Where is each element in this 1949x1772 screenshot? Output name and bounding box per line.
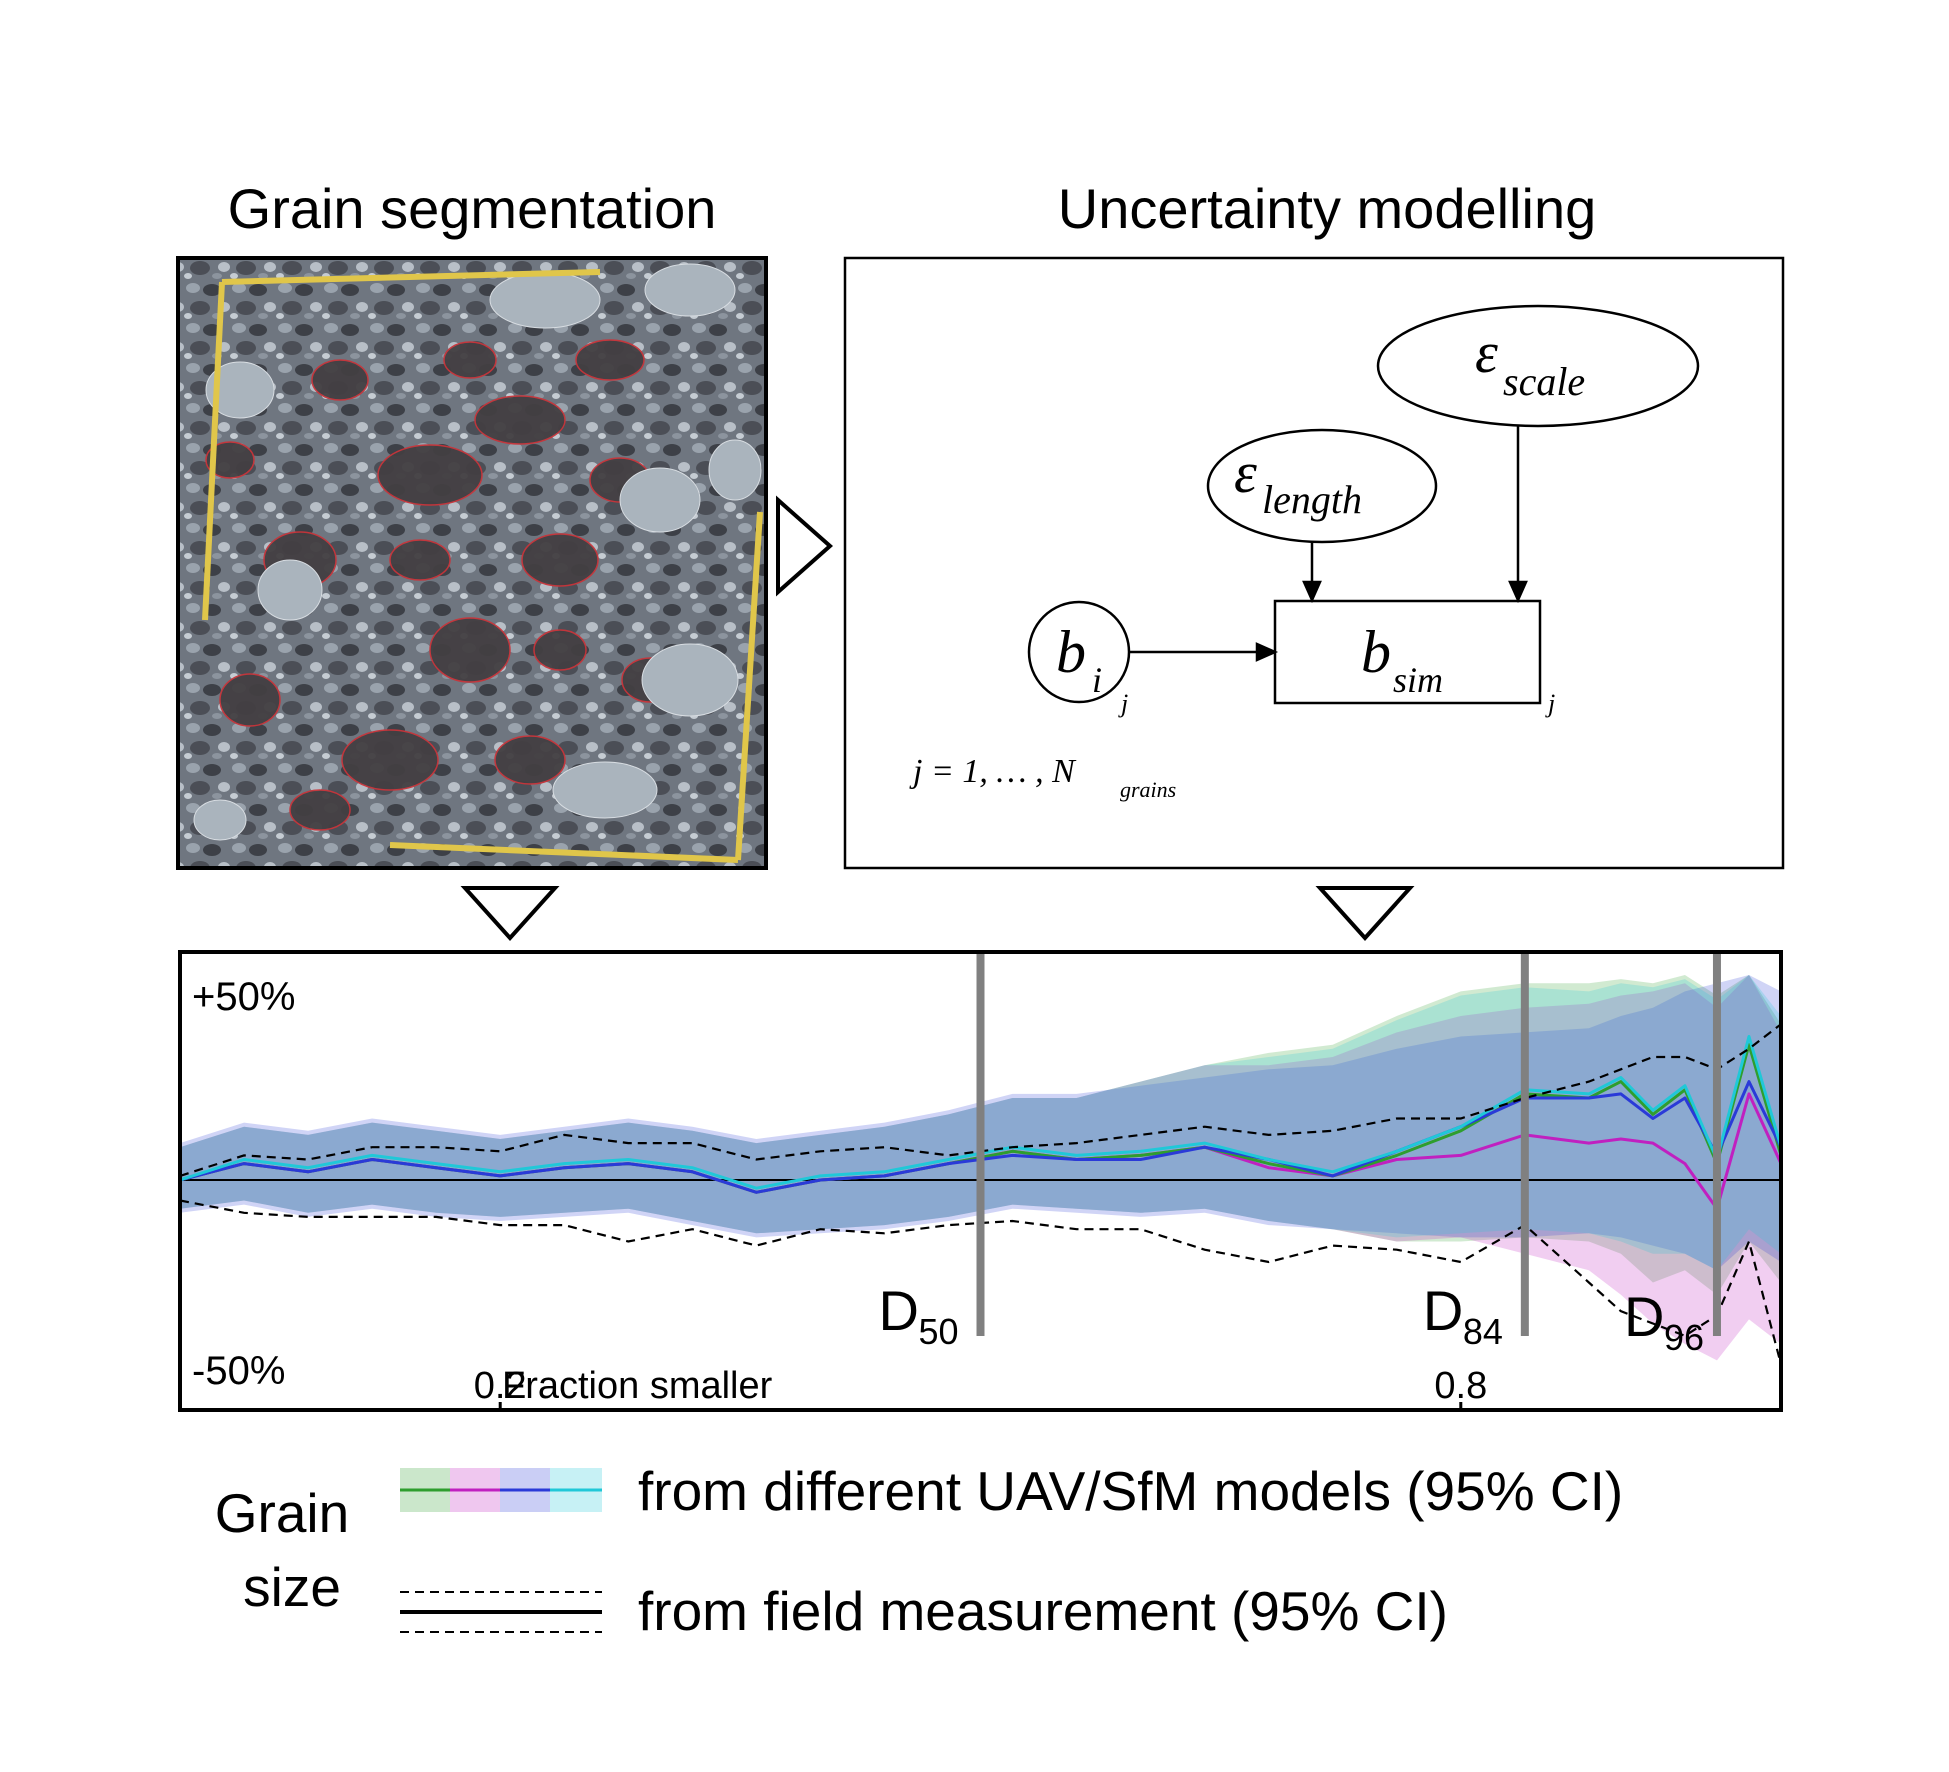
eps-length-symbol: ε <box>1234 440 1257 505</box>
series-lines <box>180 1023 1781 1365</box>
marker-sub-d84: 84 <box>1463 1311 1503 1352</box>
error-chart: D 50 D 84 D 96 +50% -50% Fraction smaller 0.2… <box>178 950 1783 1412</box>
legend-uav-swatch <box>400 1468 602 1512</box>
segmented-dark-grains <box>205 339 679 831</box>
marker-sub-d50: 50 <box>919 1311 959 1352</box>
x-axis-title: Fraction smaller <box>502 1365 773 1407</box>
chart-frame <box>178 950 1783 1412</box>
b-i-plate-index: j <box>1118 689 1128 718</box>
measuring-tapes <box>202 269 763 863</box>
series-line-3 <box>180 1080 1781 1194</box>
b-i-symbol: b <box>1056 619 1086 685</box>
field-lower-ci-line <box>180 1199 1781 1365</box>
marker-sub-d96: 96 <box>1664 1317 1704 1358</box>
eps-scale-subscript: scale <box>1503 359 1585 404</box>
quantile-markers: D 50 D 84 D 96 <box>879 952 1721 1358</box>
model-arrows <box>1129 426 1528 662</box>
light-cobbles <box>193 263 762 841</box>
graphical-model: ε scale ε length b i j b sim j j = 1, … … <box>909 304 1700 802</box>
down-flow-arrow-right <box>1315 886 1415 941</box>
legend-field-swatch <box>400 1591 602 1633</box>
eps-length-node <box>1206 428 1438 544</box>
b-sim-symbol: b <box>1361 619 1391 685</box>
b-sim-subscript: sim <box>1393 660 1443 700</box>
b-i-subscript: i <box>1092 660 1102 700</box>
legend-uav-text: from different UAV/SfM models (95% CI) <box>638 1460 1623 1522</box>
marker-label-d96: D <box>1624 1285 1664 1348</box>
eps-length-subscript: length <box>1262 477 1362 522</box>
x-ticks: 0.2 0.8 <box>474 1365 1487 1410</box>
x-tick-label: 0.8 <box>1434 1365 1487 1407</box>
flow-arrows <box>460 495 1415 941</box>
legend: Grain size from different UAV/SfM models… <box>215 1460 1623 1642</box>
legend-field-text: from field measurement (95% CI) <box>638 1580 1448 1642</box>
eps-scale-symbol: ε <box>1475 320 1498 385</box>
eps-scale-node <box>1376 304 1700 428</box>
right-flow-arrow <box>776 495 834 597</box>
y-top-label: +50% <box>192 975 295 1019</box>
b-sim-plate-index: j <box>1545 689 1555 718</box>
series-line-4 <box>180 1035 1781 1190</box>
uncertainty-modelling-title: Uncertainty modelling <box>1058 177 1596 240</box>
index-line-prefix: j = 1, … , N <box>909 753 1077 790</box>
legend-label-line1: Grain <box>215 1482 350 1544</box>
uncertainty-model-frame <box>843 256 1785 870</box>
y-bottom-label: -50% <box>192 1349 285 1393</box>
field-upper-ci-line <box>180 1023 1781 1177</box>
grain-photo <box>176 256 768 870</box>
grain-segmentation-title: Grain segmentation <box>228 177 717 240</box>
marker-label-d84: D <box>1423 1279 1463 1342</box>
marker-label-d50: D <box>879 1279 919 1342</box>
x-tick-label: 0.2 <box>474 1365 527 1407</box>
legend-label-line2: size <box>243 1556 341 1618</box>
down-flow-arrow-left <box>460 886 560 941</box>
index-line-subscript: grains <box>1120 777 1176 802</box>
grain-photo-frame <box>176 256 768 870</box>
